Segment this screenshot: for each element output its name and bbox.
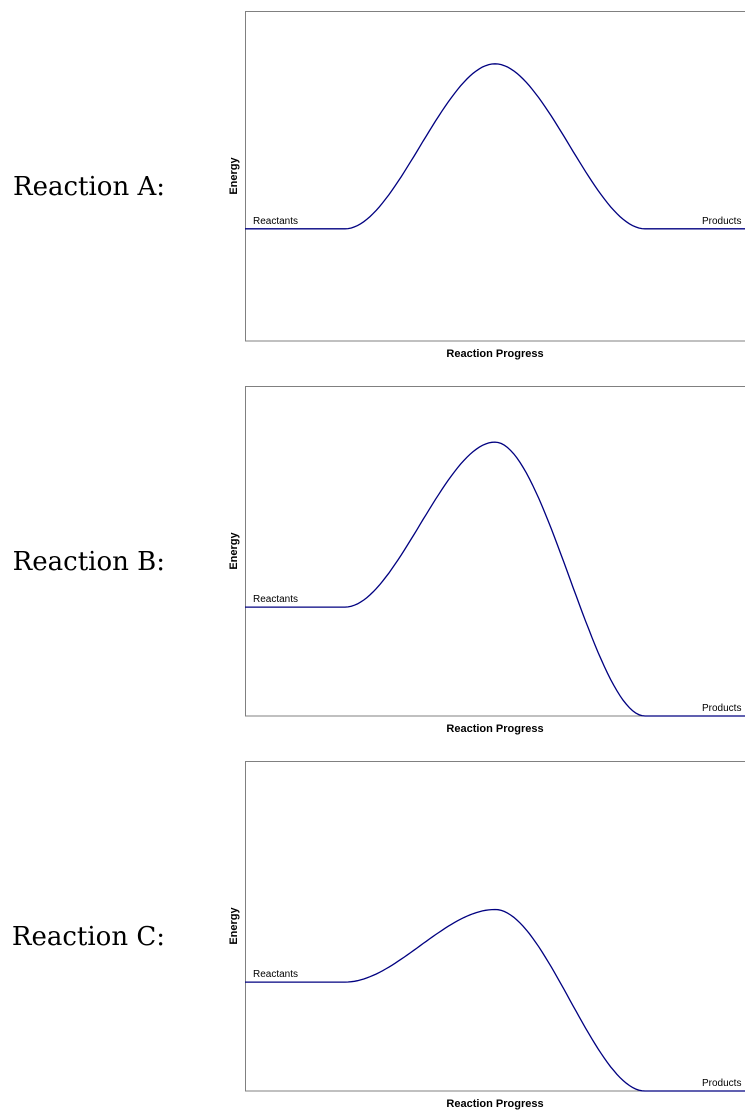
chart-frame-a [245,11,745,342]
x-axis-title-a: Reaction Progress [446,348,543,360]
reactants-label-b: Reactants [253,594,298,605]
reaction-b-label: Reaction B: [12,547,165,577]
chart-frame-c [245,761,745,1092]
x-axis-title-c: Reaction Progress [446,1098,543,1110]
reaction-a-label: Reaction A: [13,172,165,202]
y-axis-title-a: Energy [228,156,240,194]
reaction-c-label: Reaction C: [11,922,165,952]
products-label-b: Products [702,703,741,714]
x-axis-title-b: Reaction Progress [446,723,543,735]
chart-frame-b [245,386,745,717]
energy-curve-b [245,441,745,717]
y-axis-title-c: Energy [228,906,240,944]
reactants-label-a: Reactants [253,216,298,227]
energy-curve-c [245,908,745,1092]
products-label-c: Products [702,1078,741,1089]
y-axis-title-b: Energy [228,531,240,569]
energy-curve-a [245,63,745,230]
products-label-a: Products [702,216,741,227]
reactants-label-c: Reactants [253,969,298,980]
